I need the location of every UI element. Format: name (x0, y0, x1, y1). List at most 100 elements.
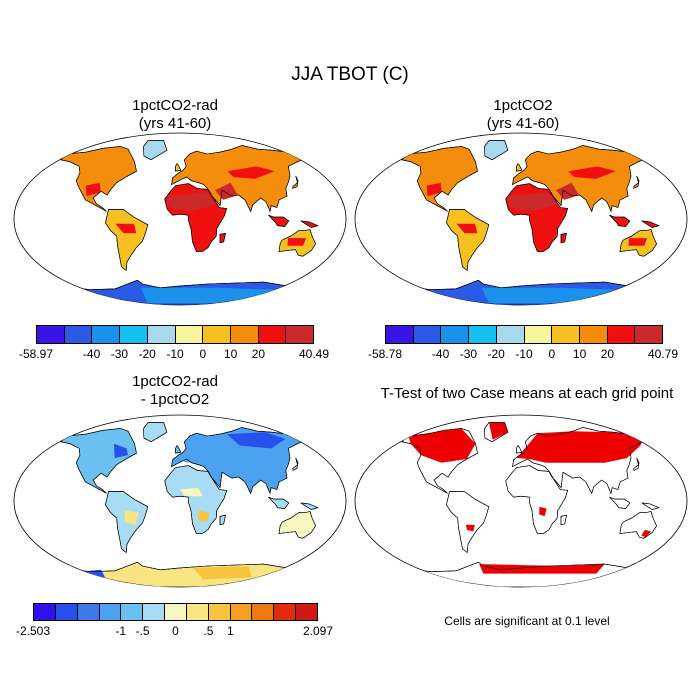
colorbar-swatch (203, 326, 231, 343)
coastline-eurasia (512, 427, 648, 495)
colorbar-tick-label: 20 (251, 347, 266, 361)
value-region (287, 238, 307, 246)
colorbar-tick-label: -20 (138, 347, 156, 361)
panel-title-line2: (yrs 41-60) (138, 115, 212, 132)
value-region (65, 569, 108, 583)
colorbar-tick-label: -20 (487, 347, 505, 361)
colorbar-tick-label: -40 (431, 347, 450, 361)
panel-title-line1: 1pctCO2 (493, 97, 553, 114)
coastline-samerica (105, 491, 149, 554)
value-region (628, 238, 648, 246)
colorbar-swatch (524, 326, 553, 343)
coastline-newguinea (300, 220, 319, 228)
value-region (226, 432, 286, 449)
colorbar-swatch (34, 604, 56, 620)
coastline-australia (278, 511, 316, 539)
coastline-newguinea (641, 220, 660, 228)
coastline-indonesia (268, 214, 290, 227)
significant-cells (479, 564, 605, 574)
value-region (124, 510, 139, 525)
panel-title-line1: 1pctCO2-rad (132, 97, 218, 114)
colorbar-tick-label: -10 (515, 347, 533, 361)
coastline-australia (278, 229, 316, 257)
colorbar-swatch (496, 326, 525, 343)
coastline-newguinea (300, 502, 319, 510)
coastline-australia (619, 511, 657, 539)
coastline-eurasia (171, 145, 307, 213)
colorbar-swatch (386, 326, 414, 343)
coastline-namerica (401, 146, 478, 212)
colorbar-tick-label: -10 (166, 347, 184, 361)
coastline-indonesia (268, 496, 290, 509)
coastline-namerica (401, 428, 478, 494)
coastline-africa (505, 183, 569, 252)
colorbar-tick-label: 10 (572, 347, 587, 361)
coastline-greenland (143, 140, 168, 161)
coastline-greenland (484, 422, 509, 443)
panel-title-line2: - 1pctCO2 (140, 391, 210, 408)
colorbar-swatch (143, 604, 166, 620)
coastline-uk (174, 163, 182, 172)
colorbar-tick-label: 2.097 (302, 624, 334, 638)
coastline-greenland (143, 422, 168, 443)
panel-title-line1: 1pctCO2-rad (132, 373, 218, 390)
map-1pctco2-rad (13, 132, 347, 306)
coastline-eurasia (171, 427, 307, 495)
coastline-madagascar (219, 514, 226, 526)
colorbar-swatch (175, 326, 204, 343)
coastline-namerica (60, 428, 137, 494)
value-region (426, 182, 442, 197)
panel-title-ttest: T-Test of two Case means at each grid po… (380, 385, 674, 402)
colorbar-tick-label: -1 (115, 624, 127, 638)
significant-cells (408, 428, 476, 463)
value-region (166, 192, 217, 212)
value-region (140, 287, 277, 304)
panel-title-difference: 1pctCO2-rad - 1pctCO2 (45, 373, 305, 409)
map-difference (13, 414, 347, 588)
coastline-newguinea (641, 502, 660, 510)
colorbar-swatch (165, 604, 187, 620)
coastline-japan (292, 457, 299, 471)
colorbar-swatch (208, 604, 231, 620)
colorbar-swatch (258, 326, 287, 343)
colorbar-swatch (230, 326, 259, 343)
coastline-madagascar (219, 232, 226, 244)
colorbar-tick-label: -58.78 (367, 347, 403, 361)
coastline-eurasia (512, 145, 648, 213)
coastline-uk (174, 445, 182, 454)
colorbar-tick-label: -.5 (135, 624, 150, 638)
colorbar-swatch (92, 326, 121, 343)
colorbar-tick-label: 40.79 (647, 347, 679, 361)
significance-note: Cells are significant at 0.1 level (444, 614, 610, 628)
colorbar-tick-label: -30 (110, 347, 129, 361)
colorbar-swatch (441, 326, 470, 343)
colorbar-tick-label: 40.49 (298, 347, 330, 361)
coastline-indonesia (609, 496, 631, 509)
coastline-indonesia (609, 214, 631, 227)
colorbar-swatch (77, 604, 100, 620)
colorbar-tick-label: 1 (226, 624, 234, 638)
colorbar-swatch (252, 604, 275, 620)
figure-title: JJA TBOT (C) (291, 64, 409, 85)
colorbar-swatch (274, 604, 297, 620)
value-region (456, 223, 478, 234)
colorbar-swatch (37, 326, 65, 343)
colorbar-tick-label: 0 (548, 347, 556, 361)
colorbar-1pctco2 (385, 325, 663, 344)
colorbar-swatch (186, 604, 209, 620)
value-region (556, 182, 579, 200)
colorbar-swatch (635, 326, 663, 343)
coastline-australia (619, 229, 657, 257)
coastline-africa (164, 465, 228, 534)
value-region (227, 166, 275, 179)
colorbar-swatch (120, 326, 148, 343)
colorbar-swatch (147, 326, 176, 343)
coastline-africa (164, 183, 228, 252)
colorbar-swatch (296, 604, 317, 620)
map-ttest-significance (354, 414, 688, 588)
coastline-japan (633, 175, 640, 189)
colorbar-swatch (413, 326, 442, 343)
colorbar-swatch (552, 326, 580, 343)
colorbar-swatch (64, 326, 93, 343)
coastline-africa (505, 465, 569, 534)
